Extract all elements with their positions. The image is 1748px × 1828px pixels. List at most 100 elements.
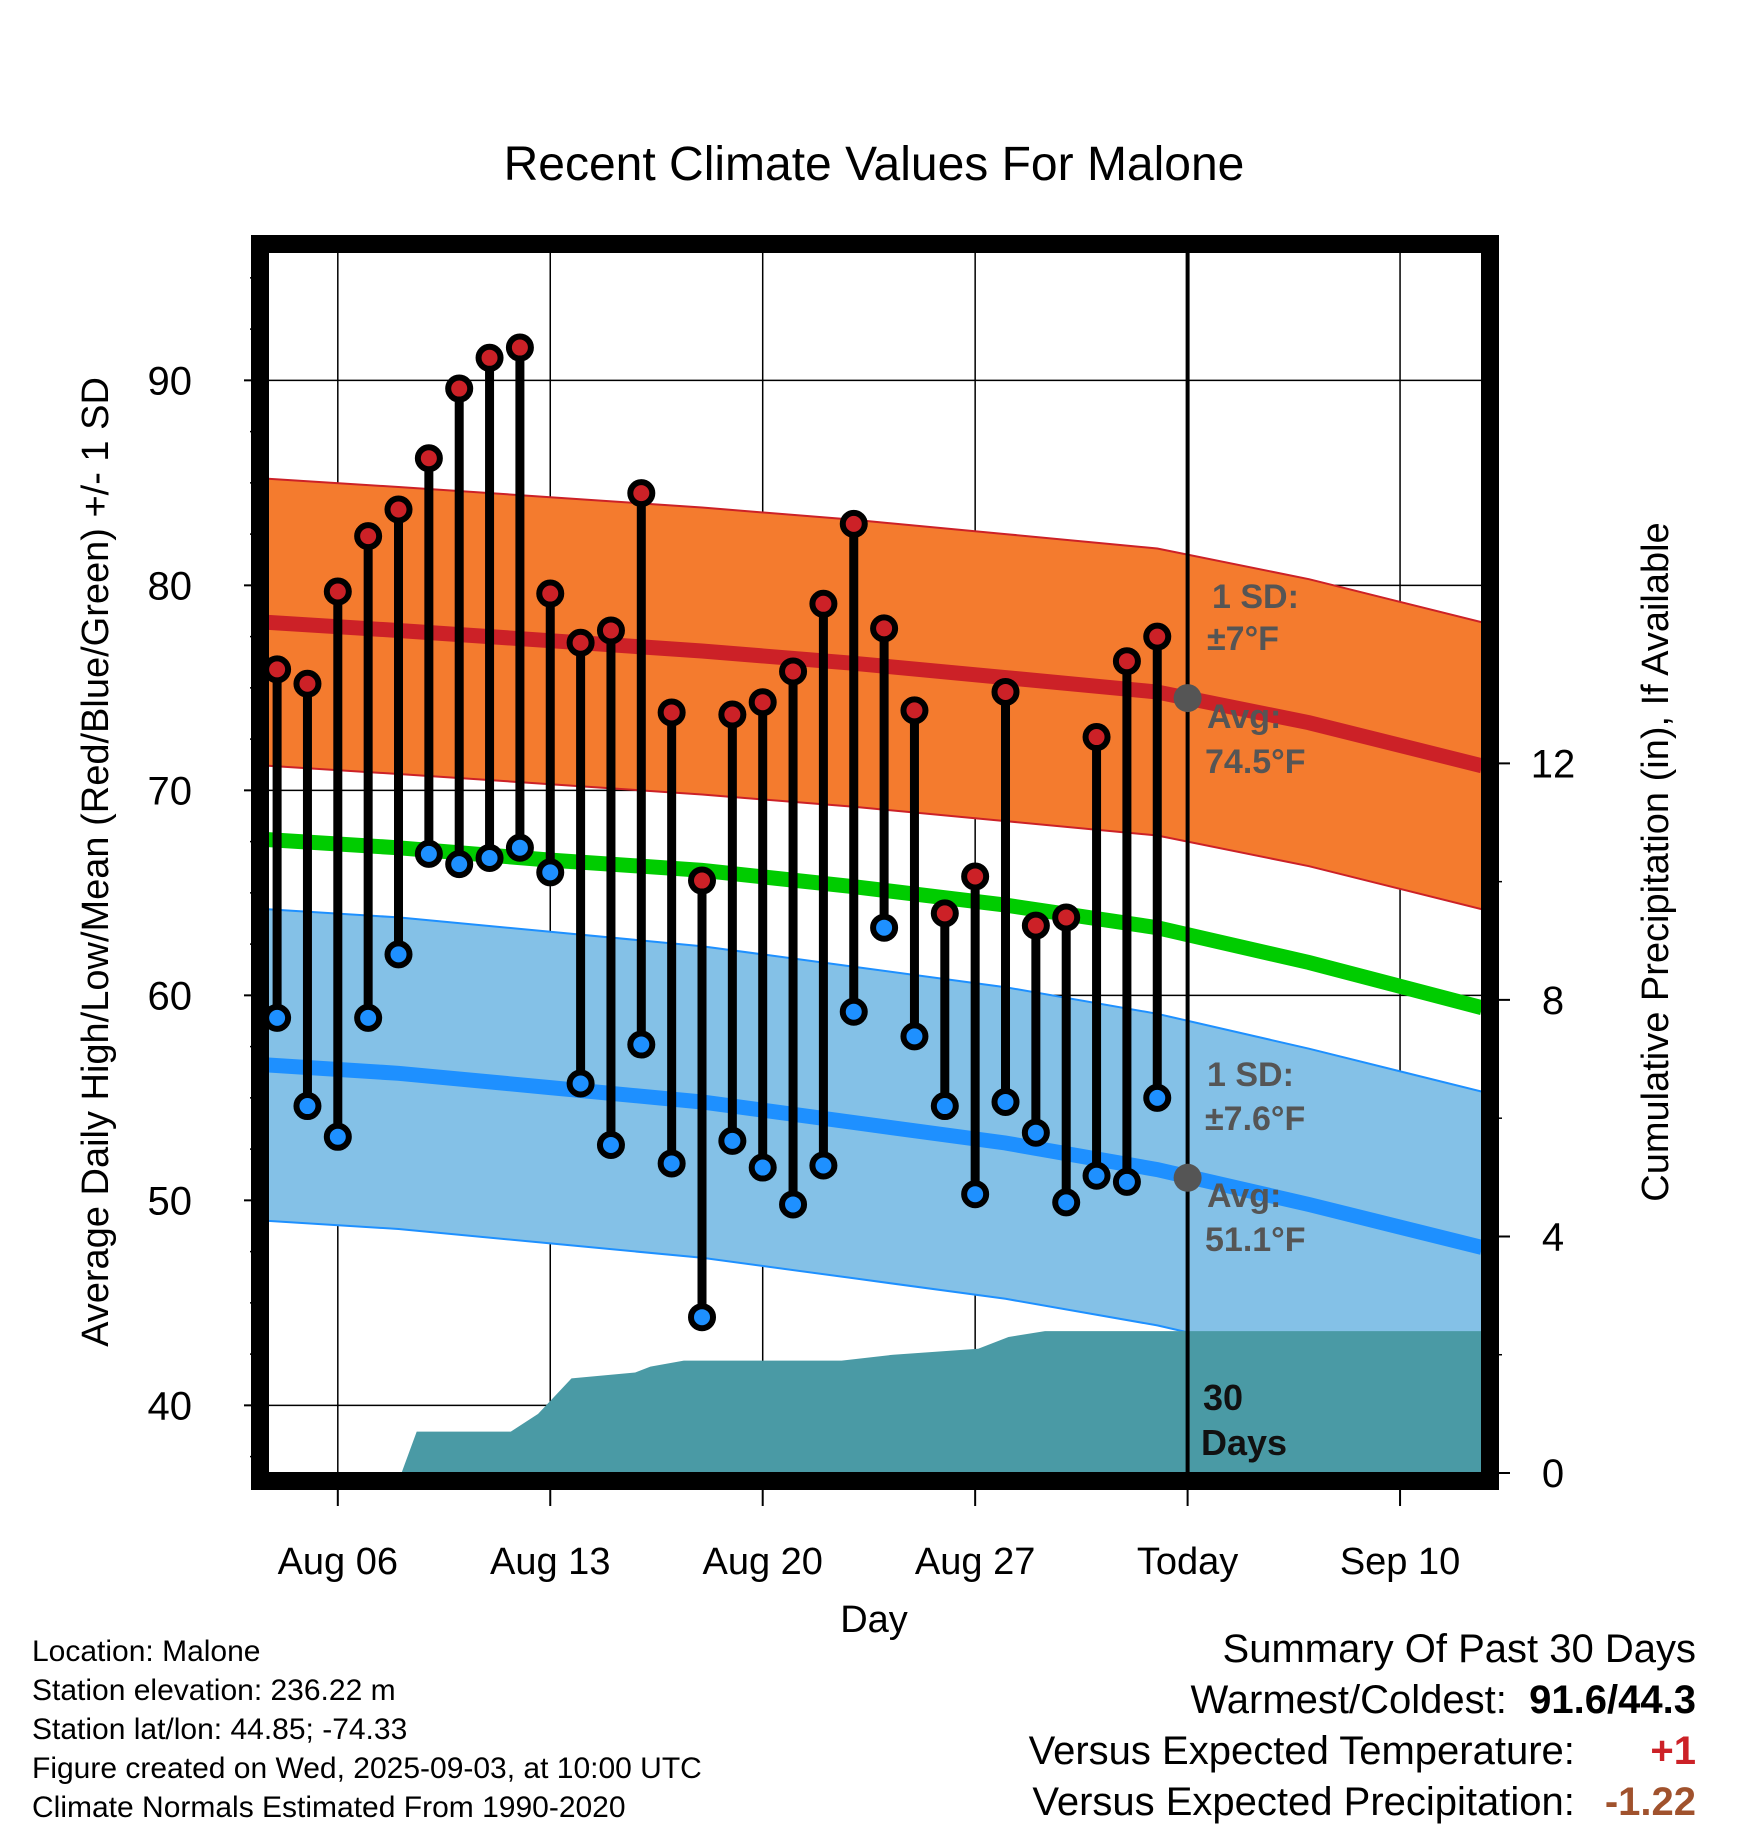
days-count-label: 30 [1203,1377,1243,1418]
low-point [627,1030,656,1059]
low-point [900,1022,929,1051]
high-point [596,616,625,645]
low-avg-label: Avg: [1207,1177,1281,1215]
low-point [779,1190,808,1219]
x-axis-ticks: Aug 06 Aug 13 Aug 20 Aug 27 Today Sep 10 [278,1490,1460,1583]
high-point [839,509,868,538]
precip-value: -1.22 [1604,1780,1696,1824]
summary-temp-row: Versus Expected Temperature: +1 [1029,1726,1696,1777]
high-point [657,698,686,727]
low-point [1112,1167,1141,1196]
high-point [445,374,474,403]
elevation-text: Station elevation: 236.22 m [32,1674,396,1707]
high-sd-value: ±7°F [1207,620,1279,658]
summary-warmest-row: Warmest/Coldest: 91.6/44.3 [1029,1675,1697,1726]
high-point [293,669,322,698]
low-point [536,858,565,887]
plot-area [268,243,1482,1473]
y2-tick-label: 8 [1542,979,1564,1023]
station-info: Location: Malone Station elevation: 236.… [32,1632,702,1827]
y-tick-label: 60 [148,974,193,1018]
right-axis-ticks: 0 4 8 12 [1490,742,1575,1496]
high-point [1112,647,1141,676]
x-tick-label: Today [1137,1541,1238,1583]
low-point [657,1149,686,1178]
summary-panel: Summary Of Past 30 Days Warmest/Coldest:… [1029,1624,1696,1828]
low-point [1082,1161,1111,1190]
y-tick-label: 90 [148,359,193,403]
high-point [475,343,504,372]
low-sd-value: ±7.6°F [1205,1100,1305,1138]
high-point [1143,622,1172,651]
created-text: Figure created on Wed, 2025-09-03, at 10… [32,1752,702,1785]
x-tick-label: Sep 10 [1340,1541,1460,1583]
high-point [384,495,413,524]
low-point [445,850,474,879]
x-tick-label: Aug 06 [278,1541,398,1583]
normal-low-line [268,1057,1482,1255]
high-point [354,522,383,551]
y-tick-label: 40 [148,1384,193,1428]
low-point [930,1092,959,1121]
left-axis-ticks: 40 50 60 70 80 90 [148,277,260,1458]
precip-label: Versus Expected Precipitation: [1032,1780,1575,1824]
low-point [293,1092,322,1121]
low-point [505,833,534,862]
temp-value: +1 [1650,1729,1696,1773]
high-point [1021,911,1050,940]
y-axis-label: Average Daily High/Low/Mean (Red/Blue/Gr… [75,377,117,1347]
high-point [1052,903,1081,932]
high-sd-label: 1 SD: [1212,578,1299,616]
low-point [475,844,504,872]
high-avg-marker [1173,684,1202,713]
x-tick-label: Aug 27 [915,1541,1035,1583]
high-point [900,696,929,725]
low-point [718,1126,747,1155]
location-text: Location: Malone [32,1635,261,1668]
low-point [566,1069,595,1098]
low-point [748,1153,777,1182]
low-point [688,1303,717,1332]
high-sd-band [268,478,1482,910]
low-point [323,1122,352,1151]
high-point [930,899,959,928]
high-point [809,589,838,618]
warmest-label: Warmest/Coldest: [1190,1678,1507,1722]
y2-tick-label: 0 [1542,1452,1564,1496]
chart-title: Recent Climate Values For Malone [504,138,1245,191]
high-avg-value: 74.5°F [1205,743,1306,781]
low-avg-value: 51.1°F [1205,1221,1306,1259]
daily-range-bars [268,333,1172,1332]
x-tick-label: Aug 13 [490,1541,610,1583]
high-point [323,577,352,606]
high-point [718,700,747,729]
high-avg-label: Avg: [1207,698,1281,736]
high-point [748,688,777,717]
low-point [809,1151,838,1180]
summary-title: Summary Of Past 30 Days [1222,1627,1696,1671]
high-point [627,479,656,508]
plot-frame [251,235,1499,1490]
low-point [354,1003,383,1032]
low-point [384,940,413,969]
y-tick-label: 50 [148,1179,193,1223]
low-point [268,1003,292,1032]
high-point [870,614,899,643]
y2-tick-label: 12 [1531,742,1576,786]
y-tick-label: 80 [148,564,193,608]
low-point [961,1180,990,1209]
low-avg-marker [1173,1163,1202,1192]
high-point [536,579,565,608]
x-tick-label: Aug 20 [702,1541,822,1583]
high-point [779,657,808,686]
high-point [961,862,990,891]
latlon-text: Station lat/lon: 44.85; -74.33 [32,1713,408,1746]
warmest-value: 91.6/44.3 [1529,1678,1696,1722]
low-point [1143,1083,1172,1112]
high-point [505,333,534,362]
summary-precip-row: Versus Expected Precipitation: -1.22 [1029,1777,1696,1828]
low-point [870,913,899,942]
y-tick-label: 70 [148,769,193,813]
x-axis-label: Day [840,1599,908,1641]
low-point [991,1087,1020,1116]
